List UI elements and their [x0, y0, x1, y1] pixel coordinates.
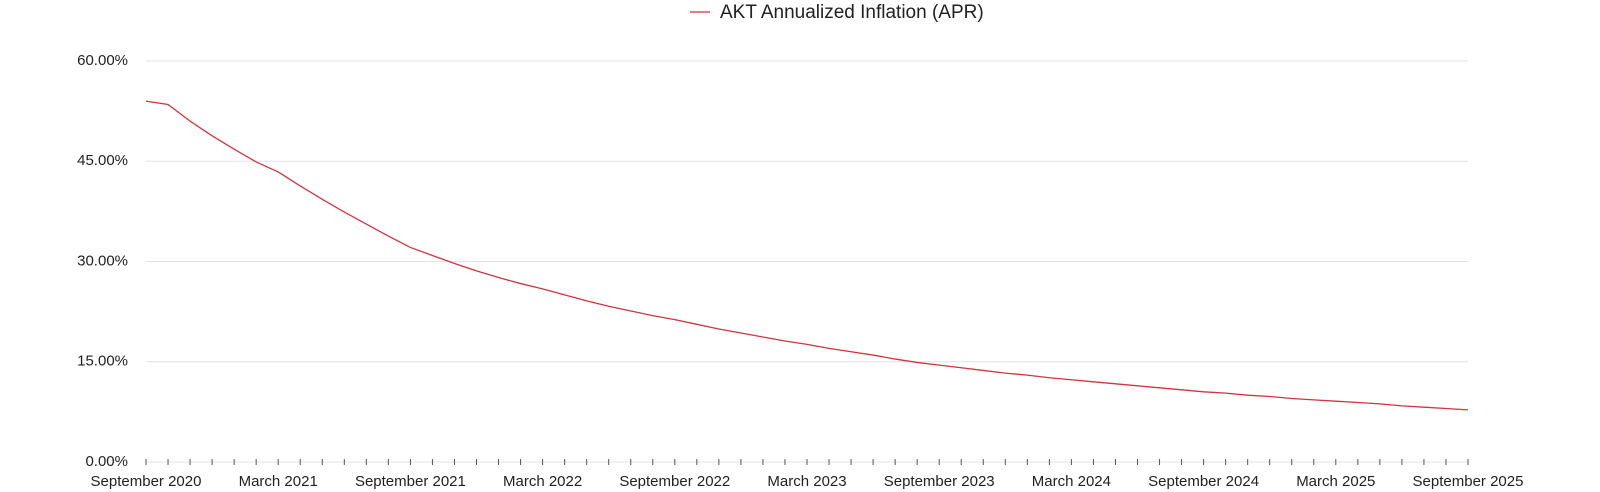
x-tick-label: September 2024 [1148, 473, 1259, 490]
y-tick-label: 45.00% [77, 152, 128, 169]
y-tick-label: 60.00% [77, 52, 128, 69]
x-tick-label: March 2023 [767, 473, 846, 490]
x-tick-label: March 2024 [1032, 473, 1111, 490]
y-tick-label: 0.00% [85, 453, 128, 470]
legend-label: AKT Annualized Inflation (APR) [720, 2, 984, 23]
x-tick-label: March 2021 [239, 473, 318, 490]
y-tick-label: 30.00% [77, 252, 128, 269]
data-line [145, 100, 1469, 411]
x-tick-label: September 2020 [91, 473, 202, 490]
x-tick-label: September 2022 [619, 473, 730, 490]
x-tick-label: March 2022 [503, 473, 582, 490]
x-tick-label: March 2025 [1296, 473, 1375, 490]
x-tick-label: September 2023 [884, 473, 995, 490]
x-tick-label: September 2021 [355, 473, 466, 490]
y-tick-label: 15.00% [77, 353, 128, 370]
x-tick-label: September 2025 [1413, 473, 1524, 490]
